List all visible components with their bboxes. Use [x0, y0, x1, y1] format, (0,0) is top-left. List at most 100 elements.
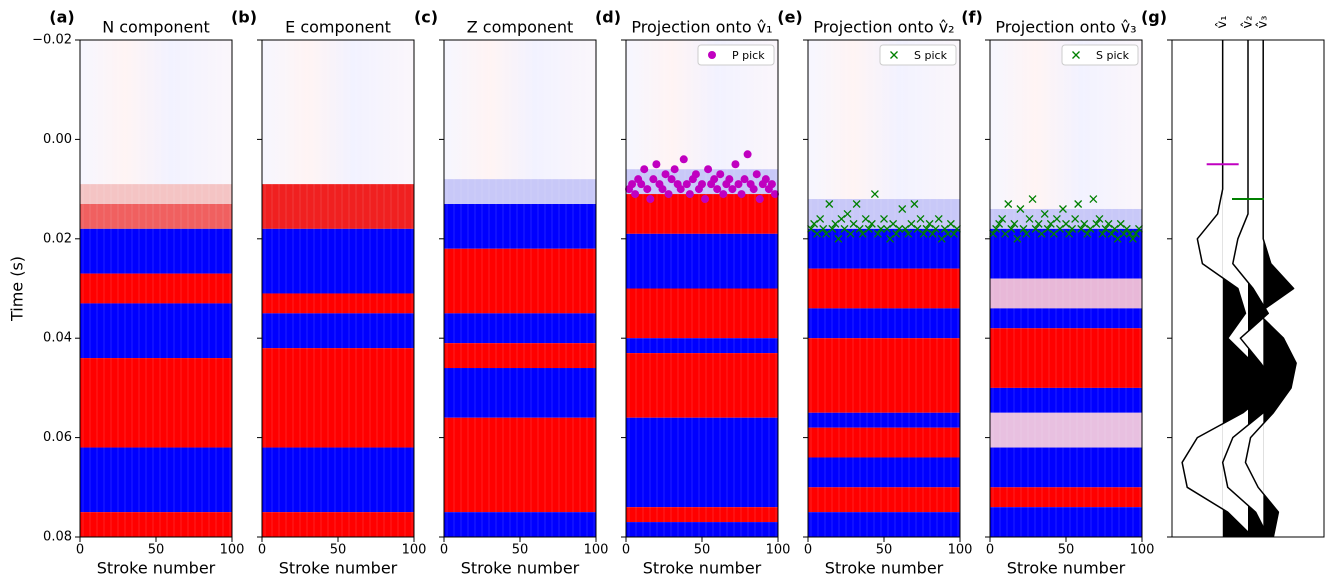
pick-x-stroke — [1080, 219, 1089, 228]
pick-point — [883, 224, 891, 233]
wiggle-trace — [1244, 40, 1297, 538]
pick-point — [898, 205, 907, 213]
pick-point — [667, 175, 676, 184]
heatmap-band — [444, 179, 596, 205]
pick-x-stroke — [840, 224, 849, 233]
heatmap-band — [808, 512, 960, 537]
pick-point — [998, 214, 1007, 223]
heatmap-band — [808, 308, 960, 339]
pick-x-stroke — [822, 229, 831, 238]
pick-x-stroke — [1007, 224, 1016, 233]
pick-point — [992, 224, 1001, 233]
pick-x-stroke — [892, 229, 901, 238]
trace-label: v̂₂ — [1241, 16, 1256, 29]
legend-marker — [1072, 51, 1080, 59]
pick-point — [834, 234, 843, 243]
heatmap-band — [990, 447, 1142, 488]
wiggle-trace — [1181, 40, 1275, 538]
pick-point — [916, 214, 925, 223]
pick-point — [861, 214, 870, 223]
pick-x-stroke — [1013, 234, 1022, 243]
heatmap-band — [444, 343, 596, 369]
pick-point — [1010, 219, 1019, 228]
pick-point — [1110, 224, 1119, 233]
pick-x-stroke — [946, 219, 955, 228]
heatmap-band — [262, 184, 414, 229]
pick-point — [886, 234, 895, 243]
panel-title: Z component — [467, 18, 574, 37]
pick-point — [1028, 195, 1037, 203]
pick-x-stroke — [949, 229, 958, 238]
heatmap-band — [808, 457, 960, 488]
pick-x-stroke — [1089, 195, 1098, 203]
pick-x-stroke — [1104, 219, 1113, 228]
pick-point — [664, 190, 673, 199]
pick-point — [649, 175, 658, 184]
heatmap-band — [808, 199, 960, 229]
pick-point — [713, 185, 722, 194]
x-tick-label: 0 — [258, 543, 266, 558]
legend-x-stroke — [890, 51, 898, 59]
pick-point — [910, 200, 919, 208]
legend-marker — [708, 51, 716, 59]
heatmap-band — [444, 512, 596, 537]
pick-x-stroke — [873, 229, 882, 238]
pick-point — [1092, 219, 1101, 228]
pick-point — [670, 165, 679, 174]
pick-point — [698, 180, 706, 189]
pick-point — [1040, 209, 1049, 218]
pick-point — [995, 219, 1004, 228]
pick-point — [679, 155, 688, 164]
x-tick-label: 0 — [76, 543, 84, 558]
pick-x-stroke — [831, 219, 840, 228]
heatmap-band — [80, 228, 232, 274]
pick-point — [652, 160, 661, 169]
panel-label: (c) — [414, 8, 438, 27]
y-tick-label: −0.02 — [32, 33, 72, 48]
heatmap-band — [626, 338, 778, 354]
pick-point — [1068, 224, 1077, 233]
pick-x-stroke — [919, 229, 928, 238]
pick-x-stroke — [1059, 205, 1067, 213]
pick-point — [658, 185, 667, 194]
pick-x-stroke — [1135, 224, 1143, 233]
y-tick-label: 0.08 — [43, 530, 72, 545]
heatmap-band — [626, 507, 778, 523]
pick-point — [1080, 219, 1089, 228]
pick-point — [895, 224, 904, 233]
pick-x-stroke — [1122, 224, 1131, 233]
pick-x-stroke — [1049, 229, 1058, 238]
pick-point — [934, 214, 943, 223]
pick-x-stroke — [825, 200, 834, 208]
pick-x-stroke — [1101, 224, 1110, 233]
pick-point — [852, 200, 861, 208]
pick-x-stroke — [880, 214, 888, 223]
x-tick-label: 50 — [876, 543, 893, 558]
pick-point — [1052, 214, 1061, 223]
heatmap-band — [262, 512, 414, 537]
trace-label: v̂₃ — [1256, 16, 1271, 29]
pick-x-stroke — [1046, 219, 1055, 228]
panel-title: Projection onto v̂₁ — [631, 18, 772, 37]
x-tick-label: 100 — [766, 543, 791, 558]
wiggle-fill — [1263, 40, 1297, 537]
heatmap-band — [808, 427, 960, 458]
pick-x-stroke — [992, 224, 1001, 233]
pick-point — [646, 195, 655, 204]
pick-point — [1119, 229, 1128, 238]
pick-point — [846, 229, 855, 238]
pick-x-stroke — [989, 229, 997, 238]
pick-x-stroke — [1043, 224, 1052, 233]
pick-point — [1089, 195, 1098, 203]
y-tick-label: 0.02 — [43, 231, 72, 246]
pick-point — [855, 224, 864, 233]
heatmap-band — [990, 208, 1142, 229]
pick-point — [810, 219, 819, 228]
wiggle-trace — [1221, 40, 1280, 538]
heatmap-band — [990, 328, 1142, 388]
pick-point — [1013, 234, 1022, 243]
heatmap-band — [444, 204, 596, 249]
pick-x-stroke — [1031, 224, 1040, 233]
pick-point — [1001, 229, 1010, 238]
x-tick-label: 0 — [804, 543, 812, 558]
